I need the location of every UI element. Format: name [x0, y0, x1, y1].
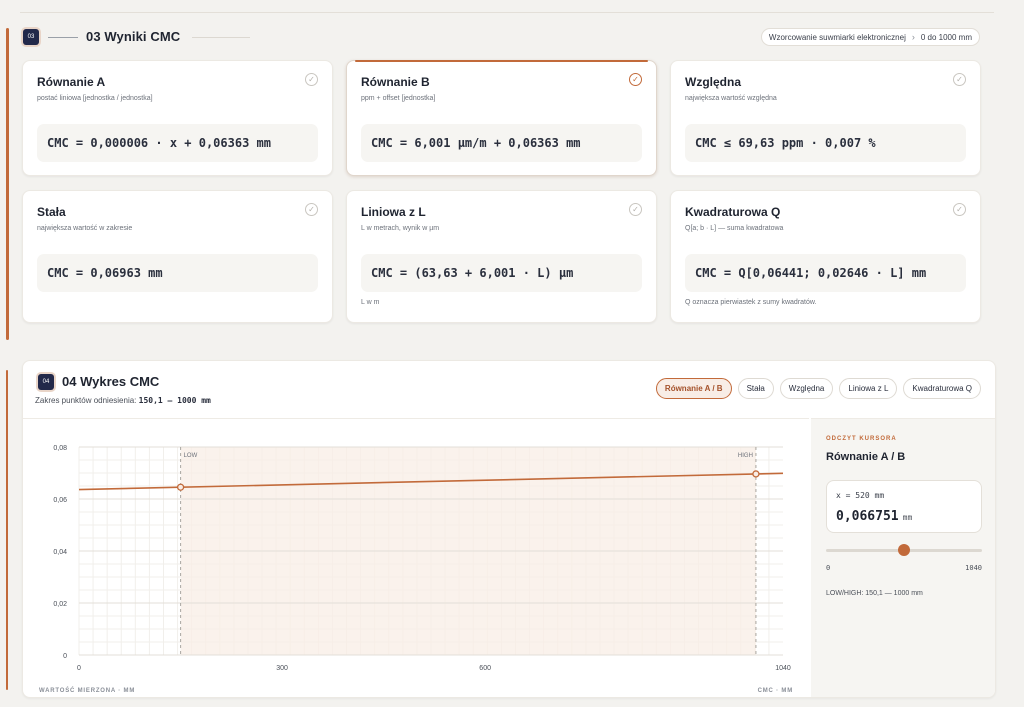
cmc-card[interactable]: Równanie A ✓ postać liniowa [jednostka / j… — [22, 60, 333, 176]
check-circle-icon[interactable]: ✓ — [305, 73, 318, 86]
card-title: Stała — [37, 205, 66, 219]
cursor-y-value: 0,066751 mm — [836, 509, 912, 524]
cursor-equation-name: Równanie A / B — [826, 451, 906, 463]
cmc-formula: CMC = 0,000006 · x + 0,06363 mm — [37, 124, 318, 162]
reference-point-marker[interactable] — [176, 483, 185, 491]
chart-panel: 04 04 Wykres CMC Zakres punktów odniesie… — [22, 360, 996, 698]
x-tick-label: 300 — [276, 665, 288, 672]
card-title: Równanie B — [361, 75, 430, 89]
range-label: Zakres punktów odniesienia: — [35, 396, 137, 405]
check-circle-icon[interactable]: ✓ — [629, 203, 642, 216]
cursor-x-value: x = 520 mm — [836, 491, 885, 500]
section-rail — [6, 370, 8, 690]
cursor-caption: ODCZYT KURSORA — [826, 436, 897, 442]
y-axis-label: CMC · MM — [758, 688, 793, 694]
equation-tab[interactable]: Względna — [779, 378, 834, 399]
section-title: 03 Wyniki CMC — [86, 29, 181, 44]
cmc-card[interactable]: Równanie B ✓ ppm + offset [jednostka] CMC =… — [346, 60, 657, 176]
section-title: 04 Wykres CMC — [62, 374, 160, 389]
check-circle-icon[interactable]: ✓ — [629, 73, 642, 86]
cmc-card[interactable]: Kwadraturowa Q ✓ Q[a; b · L] — suma kwadra… — [670, 190, 981, 323]
card-title: Względna — [685, 75, 741, 89]
range-caption: Zakres punktów odniesienia: 150,1 — 1000… — [35, 396, 211, 405]
cursor-readout-box: x = 520 mm 0,066751 mm — [826, 480, 982, 533]
cmc-formula: CMC = Q[0,06441; 0,02646 · L] mm — [685, 254, 966, 292]
slider-min-label: 0 — [826, 564, 831, 572]
cursor-slider-thumb[interactable] — [898, 544, 910, 556]
cmc-formula: CMC ≤ 69,63 ppm · 0,007 % — [685, 124, 966, 162]
card-subtitle: Q[a; b · L] — suma kwadratowa — [685, 225, 784, 232]
section-number-badge: 04 — [38, 374, 54, 390]
cmc-card[interactable]: Liniowa z L ✓ L w metrach, wynik w µm CMC =… — [346, 190, 657, 323]
section-rail — [6, 28, 9, 340]
check-circle-icon[interactable]: ✓ — [305, 203, 318, 216]
cmc-chart[interactable]: 0 0,02 0,04 0,06 0,08 0 300 600 1040 LOW HIGH WARTO… — [23, 419, 809, 698]
cmc-card[interactable]: Względna ✓ największa wartość względna CMC … — [670, 60, 981, 176]
title-dash — [48, 37, 78, 38]
cursor-readout-panel: ODCZYT KURSORA Równanie A / B x = 520 mm… — [811, 418, 995, 697]
y-tick-label: 0,08 — [53, 445, 67, 452]
equation-tab[interactable]: Stała — [737, 378, 774, 399]
cursor-y-unit: mm — [902, 513, 913, 522]
cmc-formula: CMC = 0,06963 mm — [37, 254, 318, 292]
chevron-right-icon: › — [911, 32, 915, 42]
y-tick-label: 0,04 — [53, 549, 67, 556]
card-subtitle: największa wartość względna — [685, 95, 777, 102]
low-label: LOW — [184, 453, 198, 459]
y-tick-label: 0,06 — [53, 497, 67, 504]
x-tick-label: 0 — [77, 665, 81, 672]
top-divider — [20, 12, 994, 13]
x-tick-label: 600 — [479, 665, 491, 672]
card-title: Równanie A — [37, 75, 106, 89]
y-tick-label: 0 — [63, 653, 67, 660]
low-high-range: LOW/HIGH: 150,1 — 1000 mm — [826, 590, 923, 597]
title-dash — [192, 37, 250, 38]
equation-tab[interactable]: Równanie A / B — [655, 378, 732, 399]
section-number-badge: 03 — [23, 29, 39, 45]
card-footnote: Q oznacza pierwiastek z sumy kwadratów. — [685, 299, 817, 306]
cursor-y-number: 0,066751 — [836, 509, 899, 524]
high-label: HIGH — [738, 453, 753, 459]
range-value: 150,1 — 1000 mm — [138, 396, 211, 405]
card-subtitle: postać liniowa [jednostka / jednostka] — [37, 95, 153, 102]
x-axis-label: WARTOŚĆ MIERZONA · MM — [39, 686, 135, 694]
equation-tab[interactable]: Kwadraturowa Q — [903, 378, 981, 399]
breadcrumb-item[interactable]: 0 do 1000 mm — [920, 32, 972, 42]
card-subtitle: ppm + offset [jednostka] — [361, 95, 436, 102]
check-circle-icon[interactable]: ✓ — [953, 203, 966, 216]
equation-tabs: Równanie A / B Stała Względna Liniowa z L Kw… — [655, 378, 981, 399]
cmc-series-line — [78, 472, 784, 491]
reference-point-marker[interactable] — [752, 470, 760, 478]
cmc-card[interactable]: Stała ✓ największa wartość w zakresie CMC =… — [22, 190, 333, 323]
x-tick-label: 1040 — [775, 665, 791, 672]
card-title: Liniowa z L — [361, 205, 426, 219]
check-circle-icon[interactable]: ✓ — [953, 73, 966, 86]
card-footnote: L w m — [361, 299, 380, 306]
y-tick-label: 0,02 — [53, 601, 67, 608]
breadcrumb-item[interactable]: Wzorcowanie suwmiarki elektronicznej — [768, 32, 906, 42]
equation-tab[interactable]: Liniowa z L — [839, 378, 898, 399]
slider-max-label: 1040 — [965, 564, 982, 572]
card-subtitle: L w metrach, wynik w µm — [361, 225, 440, 232]
cmc-formula: CMC = 6,001 µm/m + 0,06363 mm — [361, 124, 642, 162]
chart-area[interactable]: 0 0,02 0,04 0,06 0,08 0 300 600 1040 LOW HIGH WARTO… — [23, 418, 809, 698]
card-subtitle: największa wartość w zakresie — [37, 225, 133, 232]
breadcrumb: Wzorcowanie suwmiarki elektronicznej › 0… — [760, 28, 980, 46]
card-title: Kwadraturowa Q — [685, 205, 781, 219]
cmc-formula: CMC = (63,63 + 6,001 · L) µm — [361, 254, 642, 292]
